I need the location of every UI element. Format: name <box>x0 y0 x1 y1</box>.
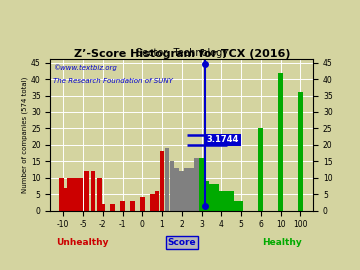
Bar <box>184 168 189 211</box>
Bar <box>165 148 169 211</box>
Title: Z’-Score Histogram for TCX (2016): Z’-Score Histogram for TCX (2016) <box>73 49 290 59</box>
Bar <box>110 204 115 211</box>
Bar <box>71 178 76 211</box>
Bar <box>155 191 159 211</box>
Bar <box>75 178 80 211</box>
Bar <box>140 197 145 211</box>
Bar <box>97 178 102 211</box>
Text: ©www.textbiz.org: ©www.textbiz.org <box>53 64 117 71</box>
Bar <box>204 181 209 211</box>
Bar <box>84 171 89 211</box>
Bar <box>278 73 283 211</box>
Bar <box>219 191 224 211</box>
Text: The Research Foundation of SUNY: The Research Foundation of SUNY <box>53 77 173 83</box>
Text: Sector: Technology: Sector: Technology <box>136 48 228 58</box>
Bar <box>160 151 165 211</box>
Bar <box>78 178 84 211</box>
Text: Healthy: Healthy <box>262 238 302 247</box>
Text: Score: Score <box>167 238 196 247</box>
Bar <box>179 171 184 211</box>
Bar <box>67 178 72 211</box>
Bar <box>90 171 95 211</box>
Bar <box>234 201 239 211</box>
Bar <box>258 129 263 211</box>
Text: Unhealthy: Unhealthy <box>56 238 108 247</box>
Bar <box>63 188 68 211</box>
Bar <box>189 168 194 211</box>
Bar <box>120 201 125 211</box>
Bar <box>150 194 154 211</box>
Bar <box>224 191 229 211</box>
Bar <box>100 204 105 211</box>
Bar <box>209 184 214 211</box>
Bar <box>194 158 199 211</box>
Text: 3.1744: 3.1744 <box>207 136 239 144</box>
Bar <box>298 92 303 211</box>
Bar <box>130 201 135 211</box>
Bar <box>239 201 243 211</box>
Bar <box>175 168 179 211</box>
Bar <box>170 161 174 211</box>
Bar <box>229 191 234 211</box>
Bar <box>214 184 219 211</box>
Bar <box>199 158 204 211</box>
Bar <box>59 178 64 211</box>
Y-axis label: Number of companies (574 total): Number of companies (574 total) <box>22 77 28 193</box>
